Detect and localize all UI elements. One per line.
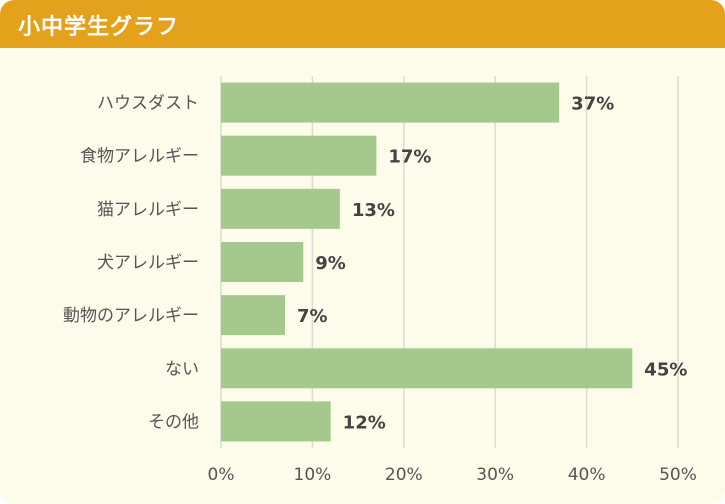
category-label: 食物アレルギー bbox=[80, 147, 199, 167]
bar bbox=[221, 295, 285, 336]
category-label: 猫アレルギー bbox=[97, 200, 199, 220]
x-tick-label: 40% bbox=[568, 465, 606, 485]
x-tick-label: 20% bbox=[385, 465, 423, 485]
category-label: 動物のアレルギー bbox=[63, 306, 199, 326]
bar bbox=[221, 135, 377, 176]
bar bbox=[221, 82, 560, 123]
data-label: 45% bbox=[644, 359, 687, 380]
category-label: 犬アレルギー bbox=[97, 253, 199, 273]
data-label: 7% bbox=[297, 306, 328, 327]
bar bbox=[221, 401, 331, 442]
bar bbox=[221, 188, 340, 229]
bar bbox=[221, 348, 633, 389]
x-tick-label: 0% bbox=[208, 465, 235, 485]
category-label: ない bbox=[165, 359, 199, 379]
data-label: 9% bbox=[315, 253, 346, 274]
x-tick-label: 10% bbox=[294, 465, 332, 485]
chart-header: 小中学生グラフ bbox=[0, 0, 725, 48]
category-label: ハウスダスト bbox=[97, 94, 199, 114]
category-label: その他 bbox=[148, 412, 199, 432]
chart-title: 小中学生グラフ bbox=[18, 15, 180, 40]
x-tick-label: 50% bbox=[659, 465, 697, 485]
x-tick-label: 30% bbox=[476, 465, 514, 485]
data-label: 12% bbox=[343, 412, 386, 433]
bar bbox=[221, 242, 304, 282]
data-label: 13% bbox=[352, 200, 395, 221]
data-label: 37% bbox=[571, 94, 614, 115]
data-label: 17% bbox=[388, 147, 431, 168]
